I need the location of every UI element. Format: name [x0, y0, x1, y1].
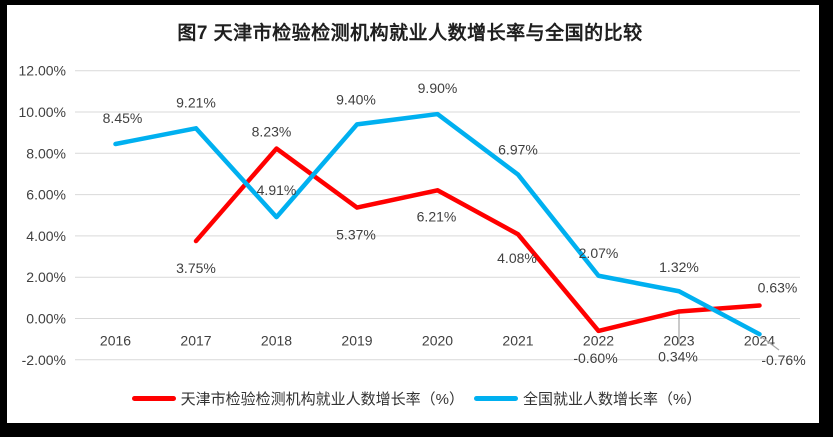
data-label-tianjin-2017: 3.75% — [176, 260, 216, 276]
data-label-national-2024: -0.76% — [761, 352, 805, 368]
x-axis-tick-label: 2019 — [341, 333, 372, 349]
data-label-national-2023: 1.32% — [659, 259, 699, 275]
data-label-tianjin-2018: 8.23% — [252, 124, 292, 140]
label-leader-line — [760, 336, 780, 351]
data-label-tianjin-2020: 6.21% — [417, 208, 457, 224]
y-axis-tick-label: 10.00% — [19, 104, 66, 120]
data-label-tianjin-2019: 5.37% — [336, 227, 376, 243]
y-axis-tick-label: 6.00% — [26, 187, 66, 203]
data-label-national-2020: 9.90% — [418, 80, 458, 96]
data-label-tianjin-2022: -0.60% — [573, 350, 617, 366]
frame-border-top — [0, 0, 833, 5]
data-label-national-2018: 4.91% — [257, 182, 297, 198]
y-axis-tick-label: 8.00% — [26, 145, 66, 161]
x-axis-tick-label: 2021 — [502, 333, 533, 349]
data-label-national-2021: 6.97% — [498, 142, 538, 158]
frame-border-bottom — [0, 423, 833, 437]
x-axis-tick-label: 2016 — [100, 333, 131, 349]
chart-title: 图7 天津市检验检测机构就业人数增长率与全国的比较 — [177, 23, 643, 44]
x-axis-tick-label: 2022 — [583, 333, 614, 349]
series-line-national — [113, 111, 762, 337]
data-label-tianjin-2023: 0.34% — [658, 348, 698, 364]
y-axis-tick-label: 4.00% — [26, 228, 66, 244]
legend: 天津市检验检测机构就业人数增长率（%） 全国就业人数增长率（%） — [0, 388, 833, 409]
legend-item-national: 全国就业人数增长率（%） — [474, 388, 701, 409]
legend-item-tianjin: 天津市检验检测机构就业人数增长率（%） — [131, 388, 464, 409]
frame-border-right — [819, 0, 833, 437]
data-label-tianjin-2021: 4.08% — [497, 250, 537, 266]
legend-swatch-blue-line — [474, 396, 518, 401]
x-axis-tick-label: 2018 — [261, 333, 292, 349]
frame-border-left — [0, 0, 7, 437]
y-axis-tick-label: 2.00% — [26, 269, 66, 285]
legend-label-tianjin: 天津市检验检测机构就业人数增长率（%） — [180, 391, 464, 408]
x-axis-tick-label: 2017 — [180, 333, 211, 349]
legend-label-national: 全国就业人数增长率（%） — [523, 391, 702, 408]
y-axis-tick-label: -2.00% — [22, 352, 66, 368]
x-axis-tick-label: 2024 — [744, 333, 775, 349]
data-label-tianjin-2024: 0.63% — [758, 279, 798, 295]
data-label-national-2022: 2.07% — [579, 245, 619, 261]
data-label-national-2017: 9.21% — [176, 94, 216, 110]
legend-swatch-red-line — [131, 396, 176, 401]
data-label-national-2019: 9.40% — [336, 91, 376, 107]
y-axis-tick-label: 12.00% — [19, 63, 66, 79]
data-label-national-2016: 8.45% — [103, 110, 143, 126]
series-line-tianjin — [193, 146, 762, 334]
y-axis-tick-label: 0.00% — [26, 311, 66, 327]
x-axis-tick-label: 2020 — [422, 333, 453, 349]
